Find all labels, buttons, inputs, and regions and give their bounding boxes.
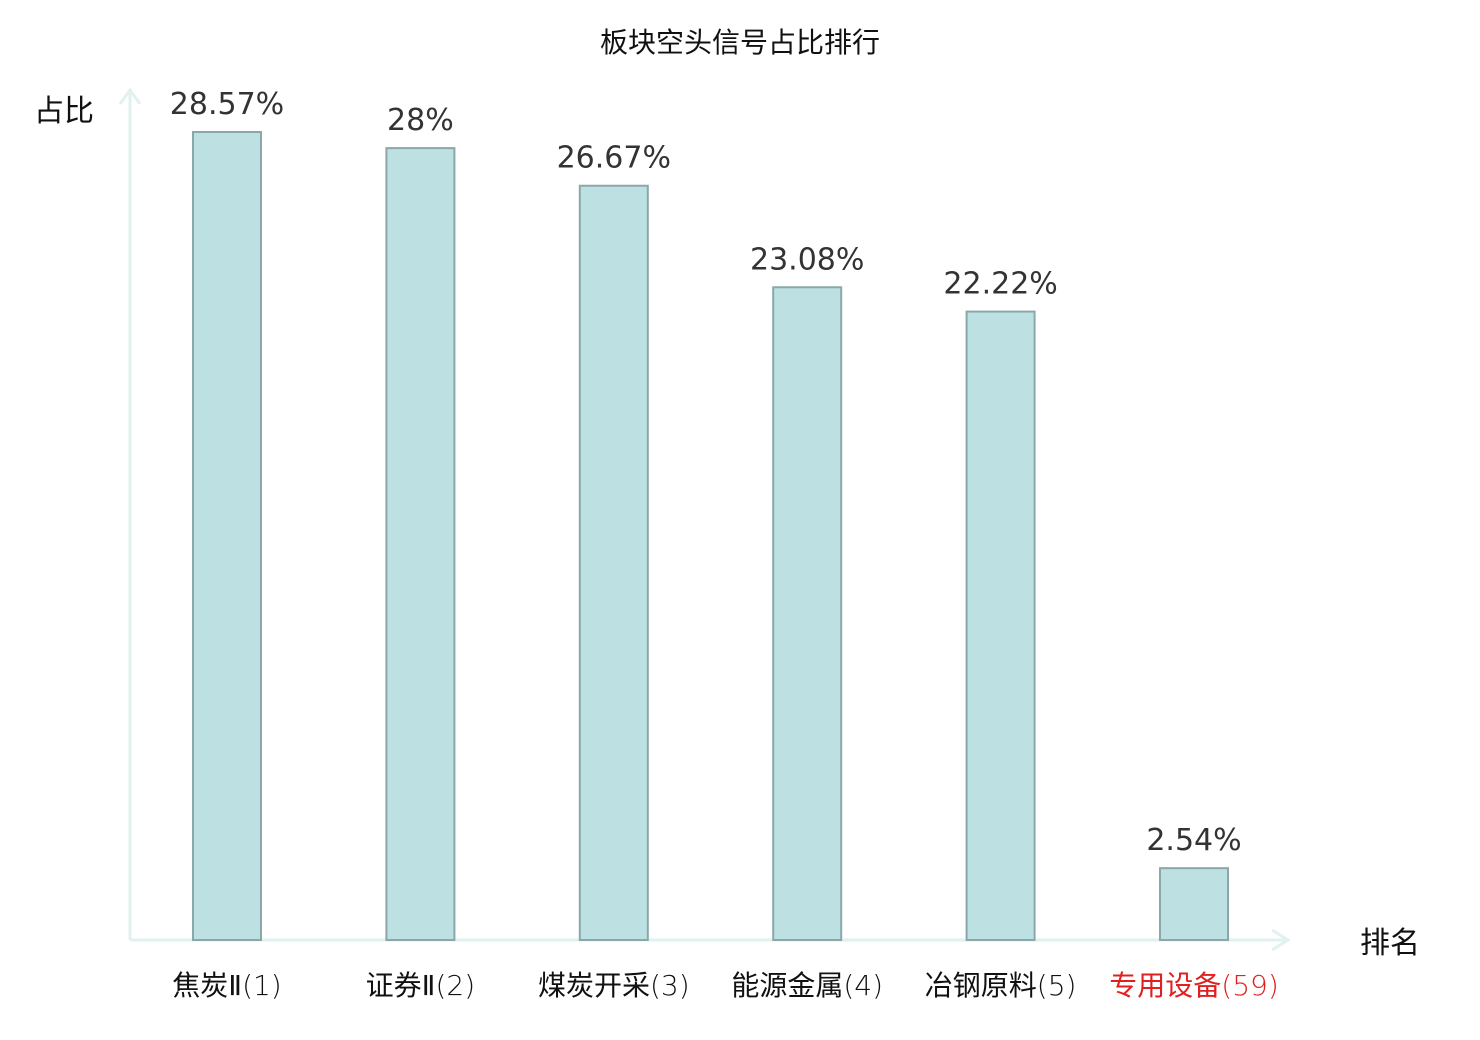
bar-2 [578,184,649,941]
category-rank-4: (5) [1037,969,1077,1002]
bar-1 [385,147,456,941]
category-name-5: 专用设备 [1109,969,1221,1002]
bar-4 [965,310,1036,941]
x-axis-label: 排名 [1360,926,1420,961]
category-label-4: 冶钢原料(5) [925,969,1077,1002]
category-name-3: 能源金属 [731,969,843,1002]
category-label-0: 焦炭Ⅱ(1) [172,969,281,1002]
y-axis-label: 占比 [34,94,94,129]
category-name-2: 煤炭开采 [538,969,650,1002]
value-label-0: 28.57% [170,87,284,122]
category-rank-3: (4) [843,969,883,1002]
bar-3 [772,286,843,941]
category-rank-5: (59) [1221,969,1278,1002]
category-rank-1: (2) [435,969,475,1002]
category-rank-2: (3) [650,969,690,1002]
value-label-3: 23.08% [750,242,864,277]
y-axis [118,87,142,940]
category-label-3: 能源金属(4) [731,969,883,1002]
bar-0 [192,131,262,941]
value-label-2: 26.67% [557,141,671,176]
category-name-4: 冶钢原料 [925,969,1037,1002]
category-rank-0: (1) [242,969,282,1002]
value-label-1: 28% [387,103,454,138]
chart-title: 板块空头信号占比排行 [600,26,880,59]
category-label-5: 专用设备(59) [1109,969,1279,1002]
value-label-4: 22.22% [943,267,1057,302]
bar-5 [1159,867,1229,942]
value-label-5: 2.54% [1146,823,1241,858]
bars-group [192,131,1229,942]
category-name-0: 焦炭Ⅱ [172,969,242,1002]
value-labels-group: 28.57% 28% 26.67% 23.08% 22.22% 2.54% [170,87,1242,858]
category-name-1: 证券Ⅱ [366,969,436,1002]
category-label-1: 证券Ⅱ(2) [366,969,475,1002]
category-labels-group: 焦炭Ⅱ(1) 证券Ⅱ(2) 煤炭开采(3) 能源金属(4) 冶钢原料(5) 专用设备(59… [172,969,1278,1002]
x-axis [130,928,1291,952]
category-label-2: 煤炭开采(3) [538,969,690,1002]
